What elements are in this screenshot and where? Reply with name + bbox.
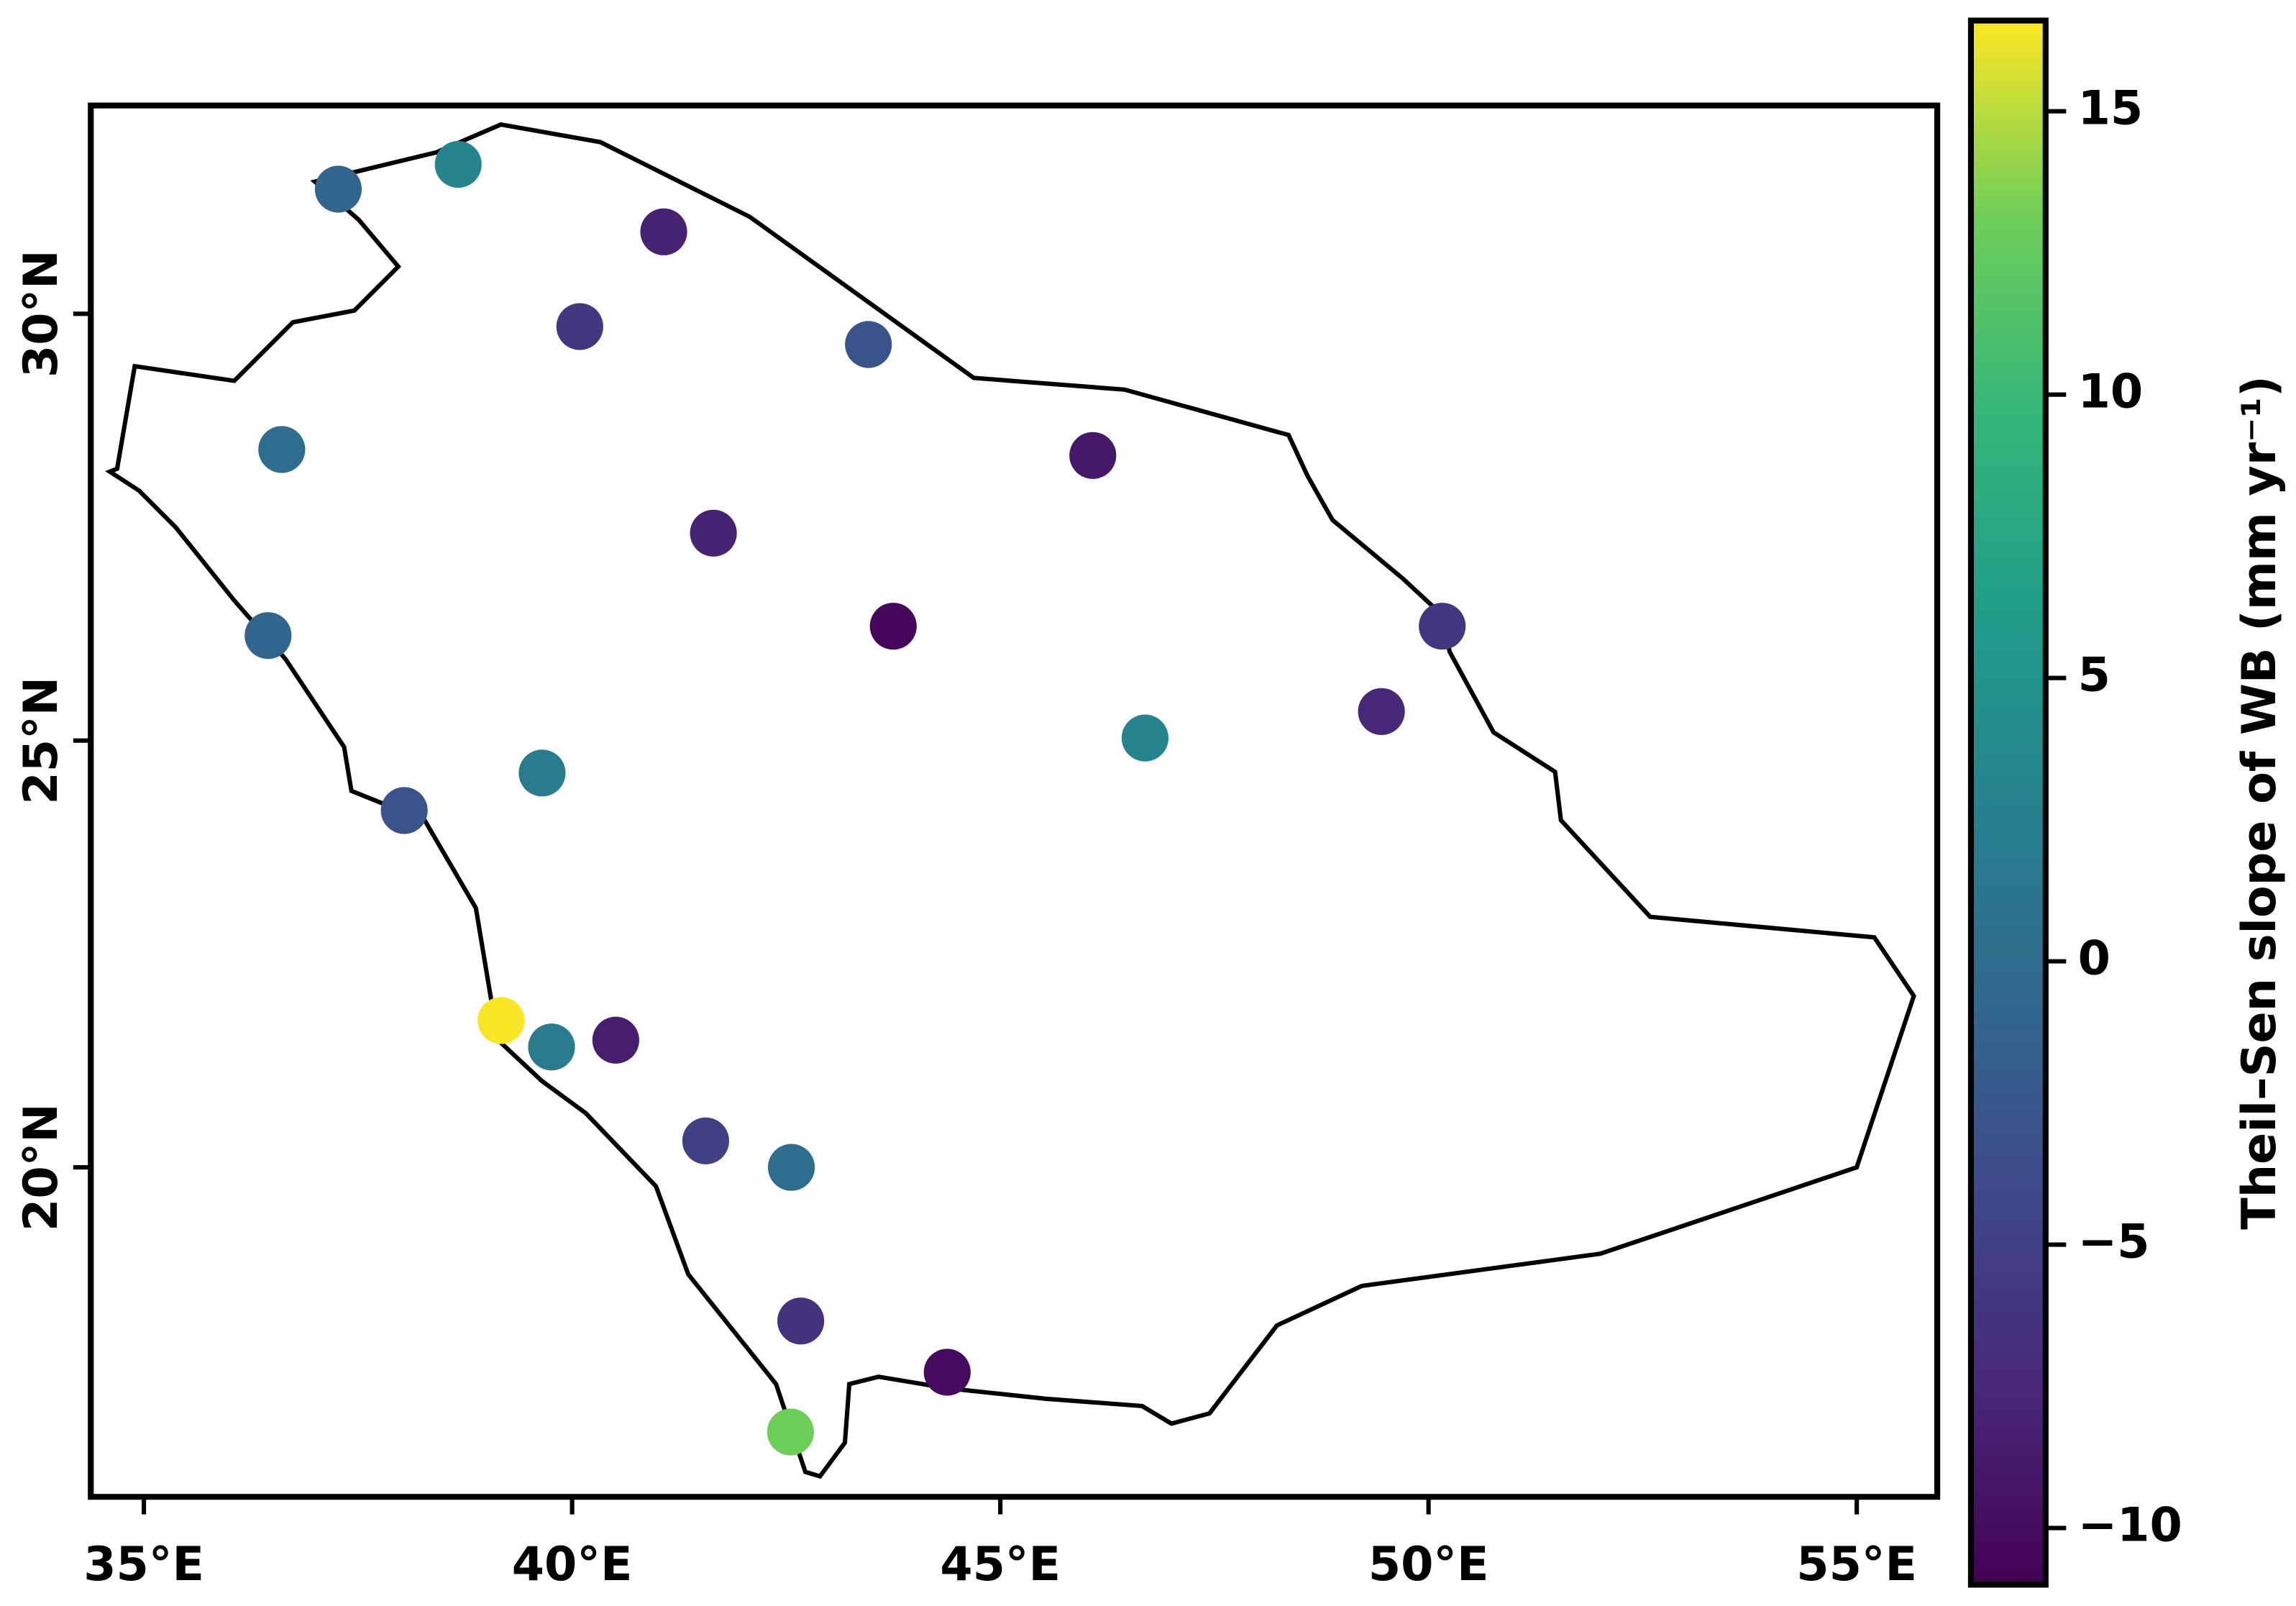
station-point bbox=[845, 321, 892, 368]
station-point bbox=[592, 1016, 639, 1064]
station-point bbox=[1358, 688, 1405, 735]
colorbar-tick-label: 5 bbox=[2078, 649, 2110, 703]
x-tick-label: 35°E bbox=[83, 1538, 204, 1592]
station-point bbox=[314, 165, 362, 213]
x-tick-label: 55°E bbox=[1796, 1538, 1917, 1592]
colorbar-tick-label: 15 bbox=[2078, 82, 2144, 136]
colorbar-tick-label: −10 bbox=[2078, 1499, 2182, 1553]
station-point bbox=[1069, 432, 1117, 479]
station-point bbox=[477, 997, 525, 1044]
colorbar-tick-label: 0 bbox=[2078, 932, 2110, 986]
colorbar-tick-label: −5 bbox=[2078, 1215, 2150, 1269]
colorbar-label: Theil–Sen slope of WB (mm yr⁻¹) bbox=[2233, 375, 2287, 1229]
station-point bbox=[767, 1408, 814, 1456]
station-point bbox=[556, 303, 603, 350]
colorbar-tick-label: 10 bbox=[2078, 365, 2144, 419]
x-tick-label: 40°E bbox=[512, 1538, 633, 1592]
station-point bbox=[380, 787, 428, 834]
station-point bbox=[1419, 603, 1466, 650]
station-point bbox=[244, 612, 292, 660]
y-tick-label: 30°N bbox=[14, 250, 68, 378]
station-point bbox=[518, 749, 566, 797]
station-point bbox=[1121, 714, 1168, 762]
station-point bbox=[690, 509, 737, 557]
station-point bbox=[682, 1117, 729, 1164]
station-point bbox=[923, 1349, 971, 1396]
station-point bbox=[767, 1144, 815, 1191]
y-tick-label: 20°N bbox=[14, 1103, 68, 1231]
colorbar bbox=[1967, 17, 2049, 1588]
plot-frame bbox=[88, 102, 1941, 1500]
station-point bbox=[528, 1023, 575, 1071]
station-point bbox=[258, 426, 306, 473]
x-tick-label: 45°E bbox=[940, 1538, 1061, 1592]
x-tick-label: 50°E bbox=[1368, 1538, 1489, 1592]
station-point bbox=[869, 603, 917, 650]
station-point bbox=[777, 1297, 825, 1345]
y-tick-label: 25°N bbox=[14, 677, 68, 805]
station-point bbox=[640, 208, 687, 255]
station-point bbox=[434, 140, 482, 188]
